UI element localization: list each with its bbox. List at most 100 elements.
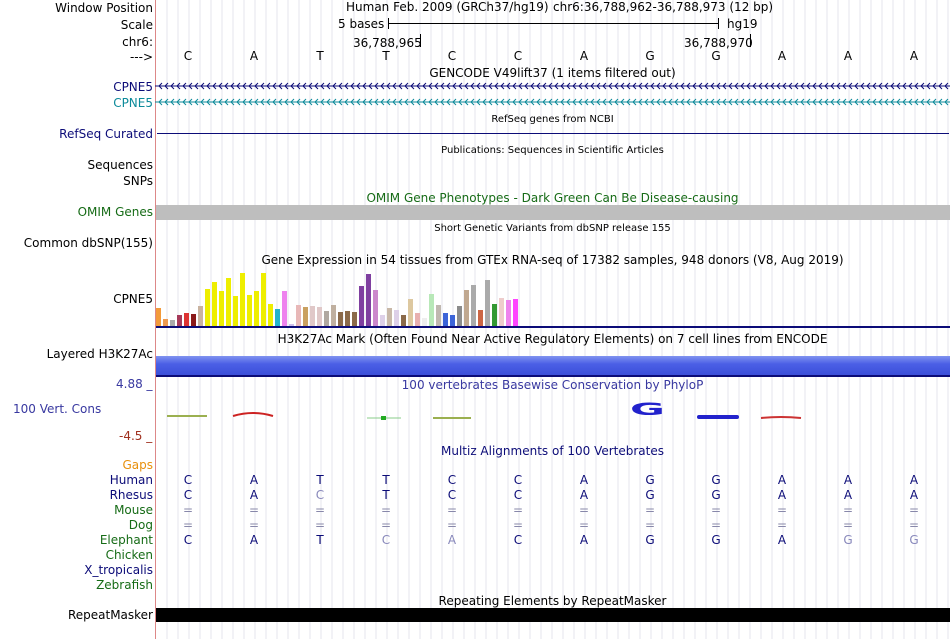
dbsnp-label[interactable]: Common dbSNP(155) xyxy=(23,236,153,250)
alignment-base: C xyxy=(183,488,193,502)
gtex-tissue-bar[interactable] xyxy=(205,289,210,326)
gtex-tissue-bar[interactable] xyxy=(422,318,427,326)
gencode-gene-label-2[interactable]: CPNE5 xyxy=(113,96,153,110)
refseq-title[interactable]: RefSeq genes from NCBI xyxy=(491,114,614,125)
strand-chevron xyxy=(200,98,205,106)
gtex-tissue-bar[interactable] xyxy=(492,304,497,326)
gtex-tissue-bar[interactable] xyxy=(156,308,161,326)
omim-label[interactable]: OMIM Genes xyxy=(77,205,153,219)
gtex-tissue-bar[interactable] xyxy=(331,305,336,326)
gtex-tissue-bar[interactable] xyxy=(254,291,259,326)
gtex-tissue-bar[interactable] xyxy=(471,285,476,326)
gtex-tissue-bar[interactable] xyxy=(261,273,266,326)
species-label-rhesus[interactable]: Rhesus xyxy=(109,488,153,502)
omim-title[interactable]: OMIM Gene Phenotypes - Dark Green Can Be… xyxy=(366,191,739,205)
gtex-tissue-bar[interactable] xyxy=(506,300,511,326)
gtex-tissue-bar[interactable] xyxy=(408,299,413,326)
gtex-tissue-bar[interactable] xyxy=(345,311,350,326)
strand-chevron xyxy=(476,82,481,90)
gtex-tissue-bar[interactable] xyxy=(296,305,301,326)
gencode-gene-label-1[interactable]: CPNE5 xyxy=(113,80,153,94)
h3k27ac-label[interactable]: Layered H3K27Ac xyxy=(46,347,153,361)
gtex-tissue-bar[interactable] xyxy=(401,315,406,326)
omim-gene-bar[interactable] xyxy=(156,205,950,220)
gtex-tissue-bar[interactable] xyxy=(240,273,245,326)
gencode-transcript-1[interactable] xyxy=(155,81,950,91)
gtex-tissue-bar[interactable] xyxy=(338,312,343,326)
multiz-title[interactable]: Multiz Alignments of 100 Vertebrates xyxy=(440,444,665,458)
gtex-tissue-bar[interactable] xyxy=(303,307,308,326)
gencode-transcript-2[interactable] xyxy=(155,97,950,107)
repeatmasker-title[interactable]: Repeating Elements by RepeatMasker xyxy=(438,594,667,608)
gtex-tissue-bar[interactable] xyxy=(464,290,469,326)
gtex-tissue-bar[interactable] xyxy=(443,313,448,326)
species-label-chicken[interactable]: Chicken xyxy=(105,548,153,562)
position-range[interactable]: chr6:36,788,962-36,788,973 (12 bp) xyxy=(553,0,774,14)
gtex-tissue-bar[interactable] xyxy=(366,274,371,326)
strand-chevron xyxy=(554,98,559,106)
publications-title[interactable]: Publications: Sequences in Scientific Ar… xyxy=(441,145,664,156)
gtex-tissue-bar[interactable] xyxy=(219,291,224,326)
species-label-x_tropicalis[interactable]: X_tropicalis xyxy=(84,563,153,577)
species-label-elephant[interactable]: Elephant xyxy=(99,533,153,547)
gencode-title[interactable]: GENCODE V49lift37 (1 items filtered out) xyxy=(429,66,676,80)
gtex-tissue-bar[interactable] xyxy=(394,310,399,326)
gtex-tissue-bar[interactable] xyxy=(233,296,238,326)
phylop-title[interactable]: 100 vertebrates Basewise Conservation by… xyxy=(401,378,704,392)
gtex-tissue-bar[interactable] xyxy=(359,286,364,326)
refseq-label[interactable]: RefSeq Curated xyxy=(59,127,153,141)
gtex-tissue-bar[interactable] xyxy=(191,314,196,326)
strand-chevron xyxy=(722,98,727,106)
gtex-tissue-bar[interactable] xyxy=(226,278,231,326)
gtex-tissue-bar[interactable] xyxy=(212,282,217,326)
strand-chevron xyxy=(932,98,937,106)
species-label-human[interactable]: Human xyxy=(109,473,153,487)
gtex-tissue-bar[interactable] xyxy=(289,324,294,326)
gtex-label[interactable]: CPNE5 xyxy=(113,292,153,306)
strand-chevron xyxy=(548,98,553,106)
gtex-title[interactable]: Gene Expression in 54 tissues from GTEx … xyxy=(261,253,844,267)
species-label-mouse[interactable]: Mouse xyxy=(114,503,153,517)
gtex-tissue-bar[interactable] xyxy=(499,298,504,326)
gtex-tissue-bar[interactable] xyxy=(450,315,455,326)
phylop-label[interactable]: 100 Vert. Cons xyxy=(13,402,102,416)
ruler-base: A xyxy=(777,49,787,63)
gtex-tissue-bar[interactable] xyxy=(429,294,434,326)
gtex-tissue-bar[interactable] xyxy=(457,306,462,326)
h3k27ac-signal[interactable] xyxy=(156,356,950,376)
gaps-label[interactable]: Gaps xyxy=(122,458,153,472)
gtex-tissue-bar[interactable] xyxy=(163,319,168,326)
gtex-tissue-bar[interactable] xyxy=(478,310,483,326)
gtex-tissue-bar[interactable] xyxy=(513,299,518,326)
gtex-tissue-bar[interactable] xyxy=(352,312,357,326)
gtex-tissue-bar[interactable] xyxy=(170,320,175,326)
snps-label[interactable]: SNPs xyxy=(123,174,153,188)
gtex-tissue-bar[interactable] xyxy=(436,305,441,326)
phylop-signal[interactable] xyxy=(155,400,950,430)
gtex-tissue-bar[interactable] xyxy=(373,290,378,326)
alignment-base: T xyxy=(382,488,390,502)
gtex-tissue-bar[interactable] xyxy=(184,313,189,326)
gtex-tissue-bar[interactable] xyxy=(282,291,287,326)
gtex-tissue-bar[interactable] xyxy=(247,295,252,326)
gtex-tissue-bar[interactable] xyxy=(485,280,490,326)
species-label-zebrafish[interactable]: Zebrafish xyxy=(96,578,153,592)
dbsnp-title[interactable]: Short Genetic Variants from dbSNP releas… xyxy=(434,223,671,234)
gtex-tissue-bar[interactable] xyxy=(275,309,280,326)
gtex-tissue-bar[interactable] xyxy=(380,315,385,326)
gtex-tissue-bar[interactable] xyxy=(415,313,420,326)
sequences-label[interactable]: Sequences xyxy=(87,158,153,172)
species-label-dog[interactable]: Dog xyxy=(128,518,153,532)
gtex-tissue-bar[interactable] xyxy=(387,308,392,326)
gtex-tissue-bar[interactable] xyxy=(268,304,273,326)
gtex-tissue-bar[interactable] xyxy=(324,311,329,326)
gtex-tissue-bar[interactable] xyxy=(317,307,322,326)
gtex-tissue-bar[interactable] xyxy=(310,306,315,326)
refseq-gene-line[interactable] xyxy=(157,133,949,134)
gtex-tissue-bar[interactable] xyxy=(198,306,203,326)
gtex-tissue-bar[interactable] xyxy=(177,315,182,326)
repeatmasker-bar[interactable] xyxy=(156,608,950,622)
gtex-bar-chart[interactable] xyxy=(156,268,556,326)
h3k27ac-title[interactable]: H3K27Ac Mark (Often Found Near Active Re… xyxy=(277,332,828,346)
repeatmasker-label[interactable]: RepeatMasker xyxy=(67,608,153,622)
